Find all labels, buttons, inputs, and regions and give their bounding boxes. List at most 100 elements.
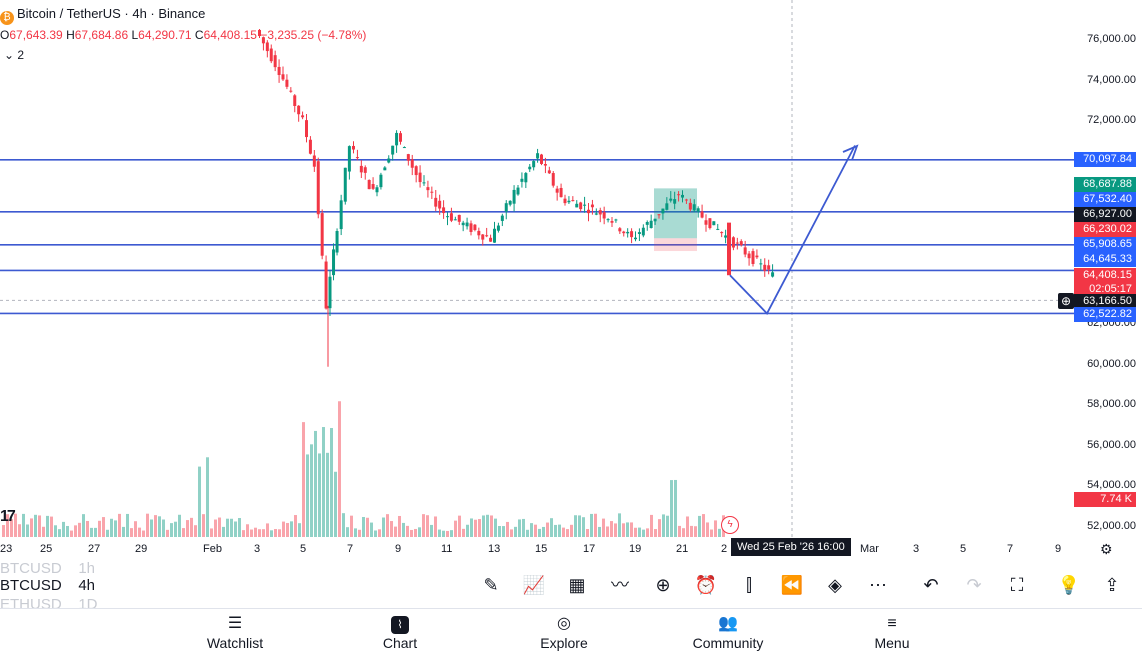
candle-body: [481, 234, 485, 240]
price-tick-label: 58,000.00: [1087, 398, 1136, 411]
nav-chart[interactable]: ⌇ Chart: [340, 613, 460, 651]
time-tick-label: 29: [135, 543, 148, 555]
time-tick-label: 9: [1055, 543, 1062, 555]
volume-bar: [394, 526, 397, 537]
nav-menu[interactable]: ≡ Menu: [832, 613, 952, 651]
candle-body: [332, 249, 336, 276]
volume-bar: [450, 530, 453, 537]
volume-bar: [22, 513, 25, 537]
projection-path: [729, 145, 856, 315]
volume-bar: [510, 529, 513, 537]
volume-bar: [662, 514, 665, 537]
idea-icon[interactable]: 💡: [1057, 575, 1081, 595]
settings-icon[interactable]: ⚙: [1100, 541, 1113, 557]
volume-bar: [166, 529, 169, 537]
candle-body: [426, 187, 430, 191]
candle-body: [712, 221, 716, 226]
nav-watchlist[interactable]: ☰ Watchlist: [175, 613, 295, 651]
candle-body: [371, 184, 375, 189]
candle-body: [410, 159, 414, 168]
trend-line-icon[interactable]: 〰: [611, 575, 629, 595]
volume-bar: [386, 514, 389, 537]
nav-label: Watchlist: [206, 635, 264, 651]
volume-bar: [90, 527, 93, 537]
candle-body: [473, 224, 477, 231]
volume-bar: [538, 528, 541, 537]
volume-bar: [110, 518, 113, 537]
candle-body: [375, 187, 379, 193]
volume-bar: [294, 515, 297, 537]
candle-body: [540, 154, 543, 164]
candlestick-chart[interactable]: [0, 0, 1142, 540]
undo-icon[interactable]: ↶: [923, 575, 939, 595]
volume-bar: [302, 422, 305, 537]
events-icon[interactable]: ϟ: [721, 516, 739, 534]
candle-body: [285, 79, 289, 87]
candle-body: [387, 158, 391, 163]
volume-bar: [58, 529, 61, 537]
nav-label: Chart: [382, 635, 418, 651]
candle-body: [442, 207, 446, 214]
price-tag: 66,927.00: [1074, 207, 1136, 222]
volume-bar: [6, 514, 9, 537]
volume-bar: [578, 515, 581, 537]
volume-bar: [134, 521, 137, 537]
candle-body: [359, 165, 363, 173]
volume-bar: [238, 518, 241, 537]
pencil-icon[interactable]: ✎: [483, 575, 499, 595]
watchlist-row-active[interactable]: BTCUSD 4h: [0, 577, 95, 594]
candle-body: [516, 187, 520, 195]
nav-community[interactable]: 👥 Community: [668, 613, 788, 651]
watchlist-row[interactable]: ETHUSD 1D: [0, 596, 98, 608]
candle-body: [281, 74, 285, 80]
watchlist-row[interactable]: BTCUSD 1h: [0, 560, 95, 577]
time-tick-label: 27: [88, 543, 101, 555]
symbol-header[interactable]: ₿ Bitcoin / TetherUS · 4h · Binance: [0, 6, 205, 25]
redo-icon[interactable]: ↷: [966, 575, 982, 595]
fullscreen-icon[interactable]: ⛶: [1010, 575, 1024, 595]
volume-bar: [42, 526, 45, 537]
time-tick-label: 17: [583, 543, 596, 555]
candle-body: [485, 235, 489, 237]
candle-body: [727, 222, 731, 276]
share-icon[interactable]: ⇪: [1104, 575, 1120, 595]
volume-bar: [590, 513, 593, 537]
volume-bar: [310, 444, 313, 537]
candle-body: [649, 220, 653, 229]
volume-bar: [266, 523, 269, 537]
volume-bar: [182, 528, 185, 537]
time-tick-label: 19: [629, 543, 642, 555]
volume-bar: [378, 529, 381, 537]
volume-bar: [690, 525, 693, 537]
price-tag: 70,097.84: [1074, 152, 1136, 167]
volume-bar: [210, 528, 213, 537]
add-icon[interactable]: ⊕: [655, 575, 671, 595]
candle-body: [677, 194, 681, 196]
nav-explore[interactable]: ◎ Explore: [504, 613, 624, 651]
nav-label: Explore: [540, 635, 588, 651]
alert-icon[interactable]: ⏰: [694, 575, 718, 595]
candle-body: [645, 222, 649, 225]
candle-type-icon[interactable]: ⫿: [746, 575, 752, 595]
layers-icon[interactable]: ◈: [828, 575, 842, 595]
time-tick-label: 5: [300, 543, 307, 555]
volume-bar: [10, 519, 13, 537]
chart-canvas[interactable]: [0, 0, 1142, 540]
more-icon[interactable]: ⋯: [869, 575, 887, 595]
candle-body: [669, 198, 673, 201]
volume-bar: [270, 530, 273, 537]
candle-body: [418, 172, 422, 183]
price-tick-label: 56,000.00: [1087, 438, 1136, 451]
low-value: 64,290.71: [138, 28, 192, 42]
indicators-icon[interactable]: 📈: [522, 575, 546, 595]
candle-body: [293, 95, 297, 106]
add-alert-icon[interactable]: ⊕: [1058, 293, 1074, 309]
candle-body: [265, 42, 269, 52]
symbol-name: BTCUSD: [0, 560, 62, 577]
templates-icon[interactable]: ▦: [568, 575, 586, 595]
candle-body: [289, 90, 293, 92]
replay-icon[interactable]: ⏪: [780, 575, 804, 595]
indicator-collapse-toggle[interactable]: ⌄ 2: [4, 48, 24, 62]
volume-bar: [358, 529, 361, 537]
volume-bar: [446, 530, 449, 537]
